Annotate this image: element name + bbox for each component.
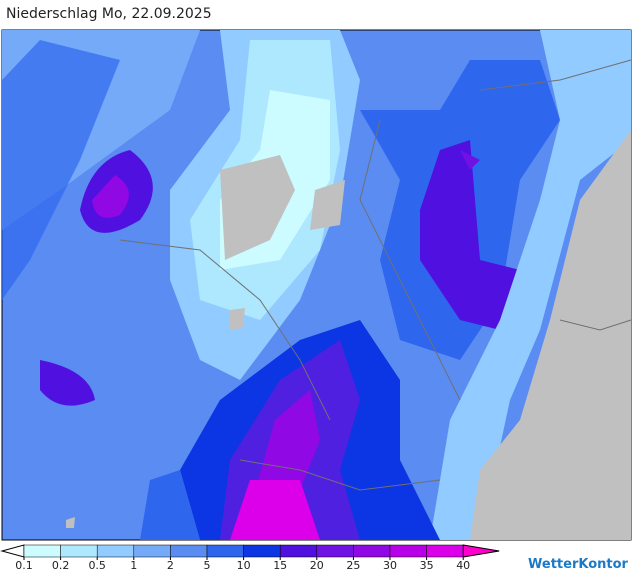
- colorbar-segment: [170, 544, 208, 558]
- colorbar-label: 35: [420, 559, 434, 572]
- brand-logo: WetterKontor: [528, 557, 629, 572]
- colorbar-label: 25: [346, 559, 360, 572]
- colorbar-label: 0.1: [15, 559, 33, 572]
- colorbar-label: 0.2: [52, 559, 70, 572]
- colorbar-label: 10: [237, 559, 251, 572]
- colorbar-label: 15: [273, 559, 287, 572]
- colorbar-segment: [23, 544, 61, 558]
- colorbar-segment: [279, 544, 318, 558]
- map-title: Niederschlag Mo, 22.09.2025: [6, 6, 212, 22]
- colorbar-label: 40: [456, 559, 470, 572]
- colorbar-segment: [389, 544, 427, 558]
- colorbar: 0.1 0.2 0.5 1 2 5 10 15 20 25 30 35 40: [0, 544, 500, 572]
- colorbar-label: 0.5: [88, 559, 106, 572]
- colorbar-segment: [243, 544, 281, 558]
- colorbar-label: 5: [204, 559, 211, 572]
- colorbar-label: 1: [130, 559, 137, 572]
- colorbar-segment: [60, 544, 98, 558]
- colorbar-over: [462, 544, 500, 558]
- colorbar-segment: [206, 544, 244, 558]
- colorbar-label: 20: [310, 559, 324, 572]
- colorbar-segment: [133, 544, 171, 558]
- map: [1, 29, 632, 541]
- colorbar-segment: [316, 544, 354, 558]
- colorbar-segment: [96, 544, 135, 558]
- colorbar-label: 2: [167, 559, 174, 572]
- colorbar-under: [0, 544, 25, 558]
- colorbar-segment: [426, 544, 464, 558]
- colorbar-label: 30: [383, 559, 397, 572]
- colorbar-segment: [353, 544, 391, 558]
